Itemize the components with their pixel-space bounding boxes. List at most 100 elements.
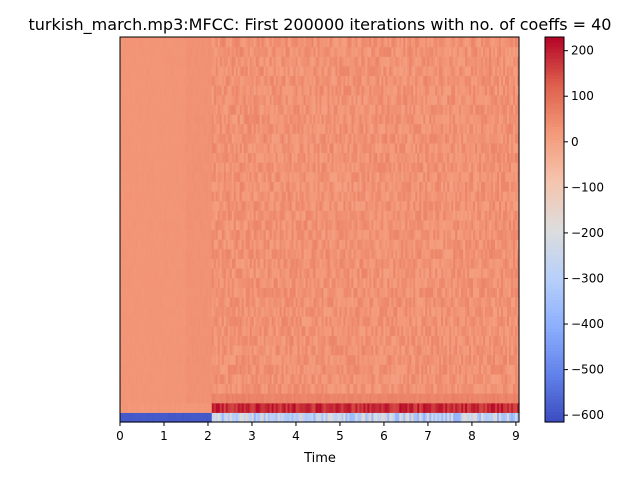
heatmap-cell [183,171,187,182]
heatmap-cell [153,210,157,221]
heatmap-cell [161,345,165,356]
heatmap-cell [227,152,231,163]
heatmap-cell [231,181,235,192]
heatmap-cell [233,85,237,96]
heatmap-cell [169,75,173,86]
heatmap-cell [215,364,219,375]
heatmap-cell [201,373,205,385]
heatmap-cell [201,248,205,259]
heatmap-cell [331,75,335,86]
heatmap-cell [131,306,135,317]
heatmap-cell [187,268,191,279]
heatmap-cell [125,373,129,385]
heatmap-cell [331,162,335,173]
heatmap-cell [191,142,195,154]
heatmap-cell [295,248,299,259]
heatmap-cell [129,210,133,221]
heatmap-cell [211,239,215,250]
heatmap-cell [255,85,259,96]
heatmap-cell [317,191,321,202]
heatmap-cell [127,412,131,423]
heatmap-cell [201,354,205,365]
heatmap-cell [205,171,209,182]
heatmap-cell [321,345,325,356]
heatmap-cell [141,46,145,57]
heatmap-cell [227,316,231,327]
heatmap-cell [199,46,203,57]
heatmap-cell [261,364,265,375]
heatmap-cell [345,56,349,67]
heatmap-cell [165,345,169,356]
heatmap-cell [241,46,245,57]
heatmap-cell [177,345,181,356]
heatmap-cell [277,181,281,192]
heatmap-cell [221,123,225,134]
heatmap-cell [231,316,235,327]
heatmap-cell [215,325,219,336]
heatmap-cell [353,171,357,182]
heatmap-cell [127,258,131,269]
heatmap-cell [323,219,327,231]
heatmap-cell [255,354,259,365]
heatmap-cell [355,383,359,394]
heatmap-cell [120,65,123,77]
heatmap-cell [345,268,349,279]
heatmap-cell [235,56,239,67]
heatmap-cell [173,219,177,231]
heatmap-cell [181,114,185,125]
heatmap-cell [297,133,301,144]
heatmap-cell [329,354,333,365]
heatmap-cell [319,316,323,327]
heatmap-cell [167,287,171,298]
heatmap-cell [359,373,362,385]
heatmap-cell [271,114,275,125]
heatmap-cell [157,258,161,269]
heatmap-cell [207,123,211,134]
heatmap-cell [281,412,285,423]
heatmap-cell [243,123,247,134]
heatmap-cell [199,258,203,269]
heatmap-cell [293,37,297,48]
heatmap-cell [251,56,255,67]
heatmap-cell [143,345,147,356]
heatmap-cell [315,114,319,125]
heatmap-cell [351,393,355,404]
heatmap-cell [197,393,201,404]
heatmap-cell [207,383,211,394]
heatmap-cell [219,142,223,154]
heatmap-cell [225,258,229,269]
heatmap-cell [365,75,368,86]
heatmap-cell [181,345,185,356]
heatmap-cell [263,412,267,423]
heatmap-cell [195,162,199,173]
heatmap-cell [349,56,353,67]
heatmap-cell [193,412,197,423]
heatmap-cell [339,354,343,365]
heatmap-cell [145,85,149,96]
heatmap-cell [273,239,277,250]
heatmap-cell [199,354,203,365]
heatmap-cell [241,94,245,105]
heatmap-cell [285,287,289,298]
heatmap-cell [195,287,199,298]
heatmap-cell [251,142,255,154]
heatmap-cell [361,268,364,279]
heatmap-cell [305,162,309,173]
heatmap-cell [229,37,233,48]
heatmap-cell [355,152,359,163]
heatmap-cell [333,152,337,163]
heatmap-cell [267,373,271,385]
heatmap-cell [311,383,315,394]
heatmap-cell [135,354,139,365]
heatmap-cell [237,402,241,413]
heatmap-cell [147,412,151,423]
heatmap-cell [193,393,197,404]
heatmap-cell [213,37,217,48]
heatmap-cell [251,210,255,221]
heatmap-cell [323,210,327,221]
heatmap-cell [273,200,277,211]
heatmap-cell [335,191,339,202]
heatmap-cell [139,354,143,365]
heatmap-cell [325,171,329,182]
heatmap-cell [129,248,133,259]
